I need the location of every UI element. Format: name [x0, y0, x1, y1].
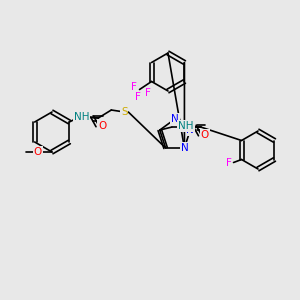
- Text: F: F: [226, 158, 232, 169]
- Text: NH: NH: [74, 112, 89, 122]
- Text: NH: NH: [178, 121, 194, 131]
- Text: S: S: [121, 107, 128, 117]
- Text: F: F: [130, 82, 136, 92]
- Text: F: F: [135, 92, 140, 103]
- Text: N: N: [171, 114, 179, 124]
- Text: N: N: [181, 143, 188, 153]
- Text: O: O: [34, 147, 42, 157]
- Text: O: O: [201, 130, 209, 140]
- Text: O: O: [98, 121, 106, 131]
- Text: N: N: [186, 125, 194, 135]
- Text: F: F: [145, 88, 151, 98]
